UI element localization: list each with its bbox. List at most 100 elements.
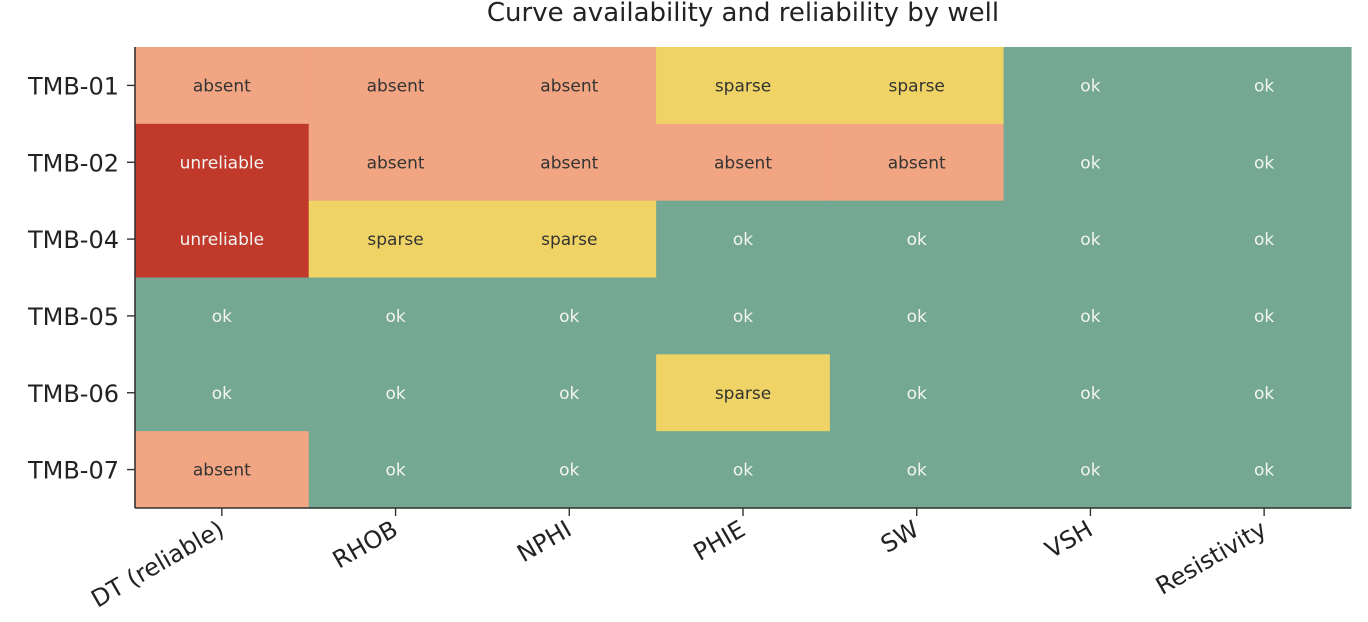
y-tick-label: TMB-06 [27,380,119,408]
cell-value-label: absent [888,153,946,173]
heatmap-cell [135,200,310,279]
cell-value-label: ok [212,384,232,404]
chart-axes [127,47,1351,516]
cell-value-label: sparse [541,230,597,250]
heatmap-cell [829,123,1005,202]
heatmap-cell [135,431,310,509]
cell-value-label: ok [1080,307,1100,327]
y-tick-label: TMB-07 [27,457,119,485]
cell-value-label: absent [540,76,598,96]
cell-value-label: sparse [889,76,945,96]
heatmap-cell [656,431,831,509]
heatmap-cells: absent absent absent sparse sparse ok ok unreli… [135,47,1352,509]
heatmap-cell [1003,47,1178,125]
cell-value-label: ok [385,461,405,481]
heatmap-cell [135,354,310,432]
cell-value-label: ok [385,384,405,404]
cell-value-label: ok [559,384,579,404]
cell-value-label: ok [212,307,232,327]
heatmap-cell [482,47,657,125]
heatmap-cell [482,123,657,202]
heatmap-cell [482,431,657,509]
heatmap-cell [656,277,831,355]
heatmap-cell [308,277,484,355]
heatmap-cell [1003,277,1178,355]
heatmap-cell [308,123,484,202]
cell-value-label: ok [1254,76,1274,96]
heatmap-cell [829,354,1005,432]
cell-value-label: ok [1080,153,1100,173]
cell-value-label: sparse [367,230,423,250]
heatmap-cell [1177,431,1352,509]
cell-value-label: ok [559,461,579,481]
cell-value-label: ok [907,307,927,327]
cell-value-label: absent [193,461,251,481]
cell-value-label: ok [733,307,753,327]
x-tick-label: RHOB [328,515,403,574]
cell-value-label: absent [714,153,772,173]
x-tick-label: DT (reliable) [86,515,228,613]
heatmap-cell [656,47,831,125]
heatmap-cell [135,123,310,202]
cell-value-label: ok [1254,307,1274,327]
heatmap-cell [1177,354,1352,432]
heatmap-cell [1177,200,1352,279]
heatmap-cell [1003,123,1178,202]
cell-value-label: ok [1080,384,1100,404]
heatmap-cell [1177,47,1352,125]
heatmap-cell [135,47,310,125]
cell-value-label: ok [385,307,405,327]
cell-value-label: ok [907,230,927,250]
heatmap-cell [1177,123,1352,202]
heatmap-cell [482,200,657,279]
cell-value-label: ok [1080,461,1100,481]
heatmap-cell [829,431,1005,509]
heatmap-cell [308,354,484,432]
cell-value-label: ok [1254,153,1274,173]
heatmap-cell [1177,277,1352,355]
y-tick-label: TMB-04 [27,226,119,254]
heatmap-cell [1003,431,1178,509]
cell-value-label: absent [193,76,251,96]
cell-value-label: sparse [715,76,771,96]
cell-value-label: ok [559,307,579,327]
x-tick-label: VSH [1040,515,1097,564]
heatmap-cell [308,200,484,279]
cell-value-label: absent [367,76,425,96]
cell-value-label: ok [1254,384,1274,404]
heatmap-cell [308,47,484,125]
y-tick-label: TMB-05 [27,303,119,331]
cell-value-label: ok [1254,461,1274,481]
x-tick-label: SW [876,515,924,559]
y-tick-label: TMB-02 [27,149,119,177]
heatmap-cell [1003,354,1178,432]
cell-value-label: ok [733,461,753,481]
cell-value-label: ok [1080,76,1100,96]
heatmap-cell [656,200,831,279]
cell-value-label: ok [907,461,927,481]
cell-value-label: ok [1080,230,1100,250]
cell-value-label: ok [907,384,927,404]
heatmap-cell [482,354,657,432]
cell-value-label: ok [733,230,753,250]
heatmap-cell [135,277,310,355]
cell-value-label: ok [1254,230,1274,250]
cell-value-label: unreliable [180,153,264,173]
heatmap-cell [656,123,831,202]
heatmap-cell [656,354,831,432]
x-tick-label: Resistivity [1151,515,1271,601]
y-tick-label: TMB-01 [27,72,119,100]
chart-title: Curve availability and reliability by we… [487,0,999,28]
heatmap-cell [829,47,1005,125]
x-tick-label: NPHI [512,515,576,568]
x-tick-labels: DT (reliable) RHOB NPHI PHIE SW VSH Resistivit… [86,515,1271,613]
heatmap-cell [1003,200,1178,279]
cell-value-label: unreliable [180,230,264,250]
x-tick-label: PHIE [689,515,750,567]
heatmap-cell [829,277,1005,355]
heatmap-cell [482,277,657,355]
y-tick-labels: TMB-01 TMB-02 TMB-04 TMB-05 TMB-06 TMB-07 [27,72,119,484]
cell-value-label: absent [367,153,425,173]
cell-value-label: sparse [715,384,771,404]
